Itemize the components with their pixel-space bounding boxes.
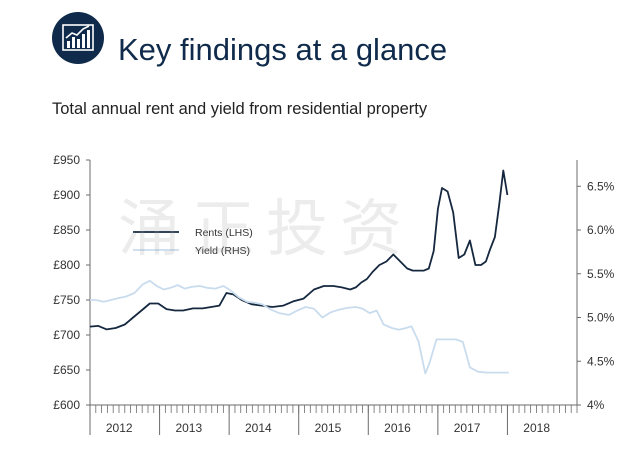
legend-label: Rents (LHS) xyxy=(195,227,253,239)
yield-line xyxy=(90,279,509,375)
y-right-tick-label: 5.0% xyxy=(587,311,615,325)
rents-line xyxy=(89,169,509,331)
watermark: 涌正投资 xyxy=(118,192,415,265)
x-tick-label: 2014 xyxy=(245,421,272,435)
y-right-tick-label: 5.5% xyxy=(587,267,615,281)
x-tick-label: 2013 xyxy=(175,421,202,435)
y-left-tick-label: £650 xyxy=(53,363,80,377)
page-title: Key findings at a glance xyxy=(118,32,448,67)
y-left-tick-label: £950 xyxy=(53,153,80,167)
y-left-tick-label: £800 xyxy=(53,258,80,272)
y-left-tick-label: £750 xyxy=(53,293,80,307)
y-left-tick-label: £900 xyxy=(53,188,80,202)
legend-label: Yield (RHS) xyxy=(195,245,250,257)
x-tick-label: 2015 xyxy=(315,421,342,435)
logo-badge xyxy=(52,12,104,64)
y-left-tick-label: £700 xyxy=(53,328,80,342)
y-right-tick-label: 6.0% xyxy=(587,223,615,237)
y-left-tick-label: £600 xyxy=(53,398,80,412)
bar-chart-trend-icon xyxy=(62,24,94,51)
x-tick-label: 2018 xyxy=(523,421,550,435)
x-tick-label: 2016 xyxy=(384,421,411,435)
x-tick-label: 2012 xyxy=(106,421,133,435)
chart-subtitle: Total annual rent and yield from residen… xyxy=(52,100,428,118)
y-right-tick-label: 6.5% xyxy=(587,179,615,193)
y-left-tick-label: £850 xyxy=(53,223,80,237)
y-right-tick-label: 4.5% xyxy=(587,354,615,368)
x-tick-label: 2017 xyxy=(454,421,481,435)
y-right-tick-label: 4% xyxy=(587,398,605,412)
